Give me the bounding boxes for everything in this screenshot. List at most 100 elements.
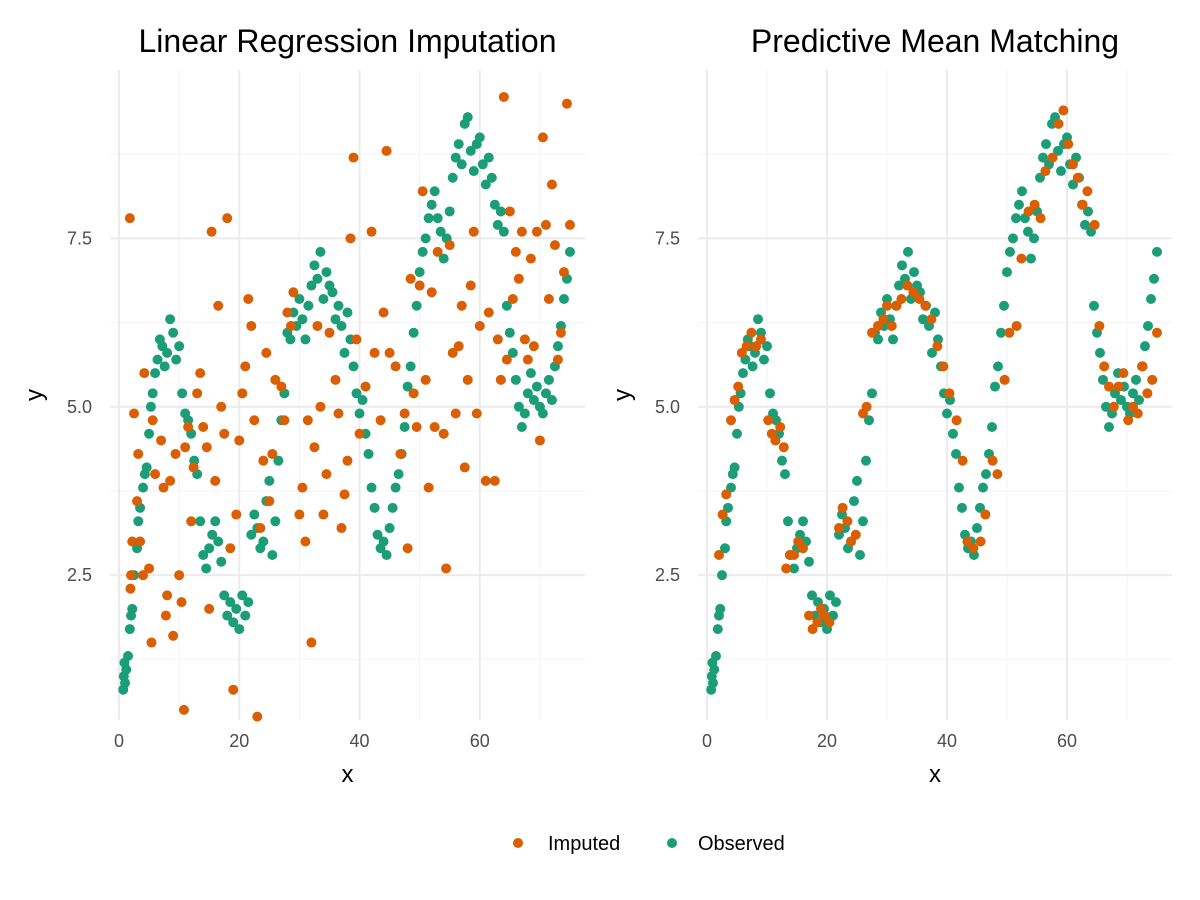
observed-point bbox=[231, 603, 242, 614]
observed-point bbox=[348, 361, 359, 372]
observed-point bbox=[309, 260, 320, 271]
imputed-point bbox=[812, 617, 823, 628]
imputed-point bbox=[525, 253, 536, 264]
observed-point bbox=[123, 651, 134, 662]
observed-point bbox=[270, 516, 281, 527]
imputed-point bbox=[552, 354, 563, 365]
observed-point bbox=[519, 408, 530, 419]
observed-point bbox=[996, 327, 1006, 338]
observed-point bbox=[1131, 374, 1141, 385]
observed-point bbox=[321, 267, 332, 278]
observed-point bbox=[738, 368, 748, 379]
observed-point bbox=[483, 152, 494, 163]
observed-point bbox=[1038, 152, 1048, 163]
observed-point bbox=[798, 516, 808, 527]
observed-point bbox=[927, 347, 937, 358]
observed-point bbox=[429, 186, 440, 197]
observed-point bbox=[330, 314, 341, 325]
data-points bbox=[706, 105, 1162, 695]
observed-point bbox=[294, 294, 305, 305]
imputed-point bbox=[450, 408, 461, 419]
observed-point bbox=[327, 287, 338, 298]
imputed-point bbox=[360, 381, 371, 392]
observed-point bbox=[246, 529, 257, 540]
panel-title: Linear Regression Imputation bbox=[138, 23, 556, 59]
x-axis-title: x bbox=[929, 761, 941, 788]
y-tick-label: 5.0 bbox=[655, 397, 680, 417]
observed-point bbox=[354, 408, 365, 419]
observed-point bbox=[990, 381, 1000, 392]
observed-point bbox=[351, 388, 362, 399]
imputed-point bbox=[306, 637, 317, 648]
imputed-point bbox=[369, 347, 380, 358]
imputed-point bbox=[228, 684, 239, 695]
observed-point bbox=[978, 482, 988, 493]
observed-point bbox=[243, 597, 254, 608]
imputed-point bbox=[288, 287, 299, 298]
observed-point bbox=[273, 455, 284, 466]
y-axis-title: y bbox=[609, 389, 636, 401]
imputed-point bbox=[721, 489, 732, 500]
imputed-point bbox=[201, 442, 212, 453]
imputed-point bbox=[354, 428, 365, 439]
observed-point bbox=[438, 253, 449, 264]
imputed-point bbox=[1132, 408, 1143, 419]
imputed-point bbox=[429, 421, 440, 432]
observed-point bbox=[546, 395, 557, 406]
imputed-point bbox=[480, 475, 491, 486]
observed-point bbox=[133, 516, 144, 527]
imputed-point bbox=[1108, 401, 1119, 412]
observed-point bbox=[474, 132, 485, 143]
imputed-point bbox=[258, 455, 269, 466]
imputed-point bbox=[249, 415, 260, 426]
observed-point bbox=[477, 159, 488, 170]
observed-point bbox=[807, 590, 817, 601]
observed-point bbox=[1014, 199, 1024, 210]
observed-point bbox=[1005, 246, 1015, 257]
observed-point bbox=[339, 347, 350, 358]
imputed-point bbox=[962, 536, 973, 547]
imputed-point bbox=[531, 226, 542, 237]
observed-point bbox=[717, 570, 727, 581]
imputed-point bbox=[330, 374, 341, 385]
observed-point bbox=[336, 320, 347, 331]
imputed-point bbox=[267, 448, 278, 459]
imputed-point bbox=[824, 617, 835, 628]
observed-point bbox=[1029, 233, 1039, 244]
observed-point bbox=[1149, 273, 1159, 284]
observed-point bbox=[918, 314, 928, 325]
imputed-point bbox=[534, 435, 545, 446]
imputed-point bbox=[549, 240, 560, 251]
observed-point bbox=[855, 549, 865, 560]
observed-point bbox=[1023, 226, 1033, 237]
imputed-point bbox=[1004, 327, 1015, 338]
observed-point bbox=[285, 334, 296, 345]
panel-title: Predictive Mean Matching bbox=[751, 23, 1119, 59]
observed-point bbox=[450, 152, 461, 163]
observed-point bbox=[369, 502, 380, 513]
imputed-point bbox=[125, 583, 136, 594]
imputed-point bbox=[882, 300, 892, 311]
data-points bbox=[118, 91, 575, 722]
imputed-point bbox=[1040, 166, 1051, 177]
imputed-point bbox=[770, 435, 781, 446]
x-tick-label: 60 bbox=[470, 731, 490, 751]
x-tick-label: 0 bbox=[114, 731, 124, 751]
observed-point bbox=[849, 496, 859, 507]
observed-point bbox=[1146, 294, 1156, 305]
imputed-point bbox=[447, 347, 458, 358]
imputed-point bbox=[1035, 213, 1046, 224]
imputed-point bbox=[210, 475, 221, 486]
imputed-point bbox=[162, 590, 173, 601]
observed-point bbox=[777, 455, 787, 466]
observed-point bbox=[715, 603, 726, 614]
imputed-point bbox=[390, 361, 401, 372]
observed-point bbox=[507, 347, 518, 358]
imputed-point bbox=[522, 354, 533, 365]
imputed-point bbox=[132, 496, 143, 507]
imputed-point bbox=[1029, 199, 1040, 210]
imputed-point bbox=[1072, 172, 1083, 183]
imputed-point bbox=[165, 475, 176, 486]
imputed-point bbox=[763, 415, 774, 426]
observed-point bbox=[372, 529, 383, 540]
